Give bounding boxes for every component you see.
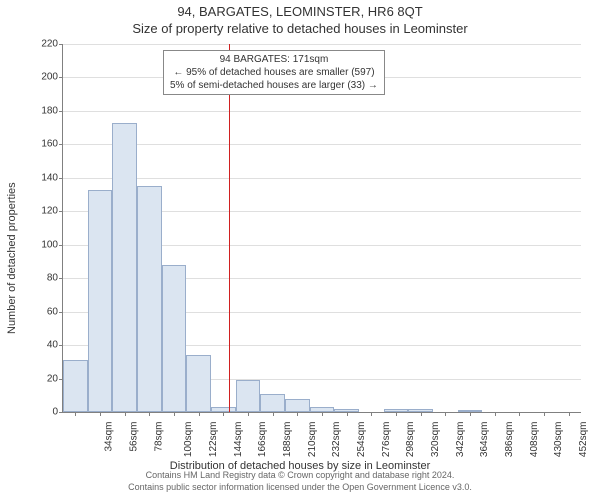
xtick-mark	[347, 412, 348, 416]
xtick-label: 254sqm	[356, 422, 367, 458]
ytick-label: 200	[41, 72, 58, 83]
xtick-label: 188sqm	[282, 422, 293, 458]
histogram-bar	[236, 380, 261, 412]
xtick-label: 78sqm	[153, 422, 164, 452]
histogram-bar	[88, 190, 113, 412]
histogram-bar	[112, 123, 137, 412]
ytick-mark	[59, 178, 63, 179]
ytick-label: 100	[41, 239, 58, 250]
xtick-label: 34sqm	[104, 422, 115, 452]
ytick-label: 220	[41, 39, 58, 50]
histogram-bar	[63, 360, 88, 412]
ytick-mark	[59, 77, 63, 78]
xtick-mark	[174, 412, 175, 416]
xtick-mark	[199, 412, 200, 416]
ytick-mark	[59, 144, 63, 145]
xtick-mark	[371, 412, 372, 416]
ytick-label: 180	[41, 105, 58, 116]
footer-attribution: Contains HM Land Registry data © Crown c…	[0, 470, 600, 493]
ytick-mark	[59, 211, 63, 212]
xtick-label: 100sqm	[183, 422, 194, 458]
annotation-line2: ← 95% of detached houses are smaller (59…	[170, 66, 378, 79]
ytick-mark	[59, 345, 63, 346]
annotation-box: 94 BARGATES: 171sqm← 95% of detached hou…	[163, 50, 385, 95]
ytick-label: 120	[41, 206, 58, 217]
gridline	[63, 111, 581, 112]
ytick-label: 140	[41, 172, 58, 183]
reference-line	[229, 44, 231, 412]
chart-title-subtitle: Size of property relative to detached ho…	[0, 21, 600, 36]
xtick-mark	[100, 412, 101, 416]
xtick-mark	[75, 412, 76, 416]
histogram-bar	[260, 394, 285, 412]
histogram-bar	[186, 355, 211, 412]
ytick-mark	[59, 278, 63, 279]
gridline	[63, 144, 581, 145]
xtick-label: 276sqm	[381, 422, 392, 458]
histogram-bar	[137, 186, 162, 412]
xtick-mark	[421, 412, 422, 416]
y-axis-label: Number of detached properties	[6, 182, 18, 334]
ytick-mark	[59, 111, 63, 112]
gridline	[63, 44, 581, 45]
ytick-label: 80	[47, 273, 58, 284]
histogram-bar	[162, 265, 187, 412]
xtick-mark	[495, 412, 496, 416]
xtick-label: 210sqm	[307, 422, 318, 458]
xtick-mark	[445, 412, 446, 416]
ytick-label: 60	[47, 306, 58, 317]
xtick-mark	[396, 412, 397, 416]
xtick-mark	[519, 412, 520, 416]
plot-background: 02040608010012014016018020022034sqm56sqm…	[62, 44, 581, 413]
xtick-mark	[273, 412, 274, 416]
xtick-label: 298sqm	[405, 422, 416, 458]
ytick-label: 40	[47, 340, 58, 351]
xtick-label: 452sqm	[578, 422, 589, 458]
xtick-mark	[544, 412, 545, 416]
footer-line1: Contains HM Land Registry data © Crown c…	[146, 470, 455, 480]
xtick-label: 56sqm	[129, 422, 140, 452]
chart-title-address: 94, BARGATES, LEOMINSTER, HR6 8QT	[0, 4, 600, 19]
xtick-label: 342sqm	[455, 422, 466, 458]
histogram-bar	[285, 399, 310, 412]
xtick-mark	[149, 412, 150, 416]
ytick-mark	[59, 412, 63, 413]
xtick-mark	[569, 412, 570, 416]
gridline	[63, 178, 581, 179]
ytick-mark	[59, 44, 63, 45]
annotation-line3: 5% of semi-detached houses are larger (3…	[170, 79, 378, 92]
footer-line2: Contains public sector information licen…	[128, 482, 472, 492]
ytick-mark	[59, 245, 63, 246]
xtick-mark	[470, 412, 471, 416]
xtick-mark	[322, 412, 323, 416]
xtick-mark	[248, 412, 249, 416]
ytick-mark	[59, 312, 63, 313]
xtick-label: 364sqm	[479, 422, 490, 458]
xtick-label: 122sqm	[208, 422, 219, 458]
xtick-label: 320sqm	[430, 422, 441, 458]
xtick-label: 430sqm	[553, 422, 564, 458]
ytick-label: 20	[47, 373, 58, 384]
ytick-label: 160	[41, 139, 58, 150]
xtick-label: 232sqm	[331, 422, 342, 458]
xtick-mark	[125, 412, 126, 416]
xtick-mark	[297, 412, 298, 416]
annotation-line1: 94 BARGATES: 171sqm	[170, 53, 378, 66]
xtick-label: 408sqm	[529, 422, 540, 458]
chart-plot-area: 02040608010012014016018020022034sqm56sqm…	[62, 44, 580, 412]
ytick-label: 0	[52, 407, 58, 418]
xtick-label: 144sqm	[233, 422, 244, 458]
xtick-label: 386sqm	[504, 422, 515, 458]
xtick-mark	[223, 412, 224, 416]
xtick-label: 166sqm	[257, 422, 268, 458]
